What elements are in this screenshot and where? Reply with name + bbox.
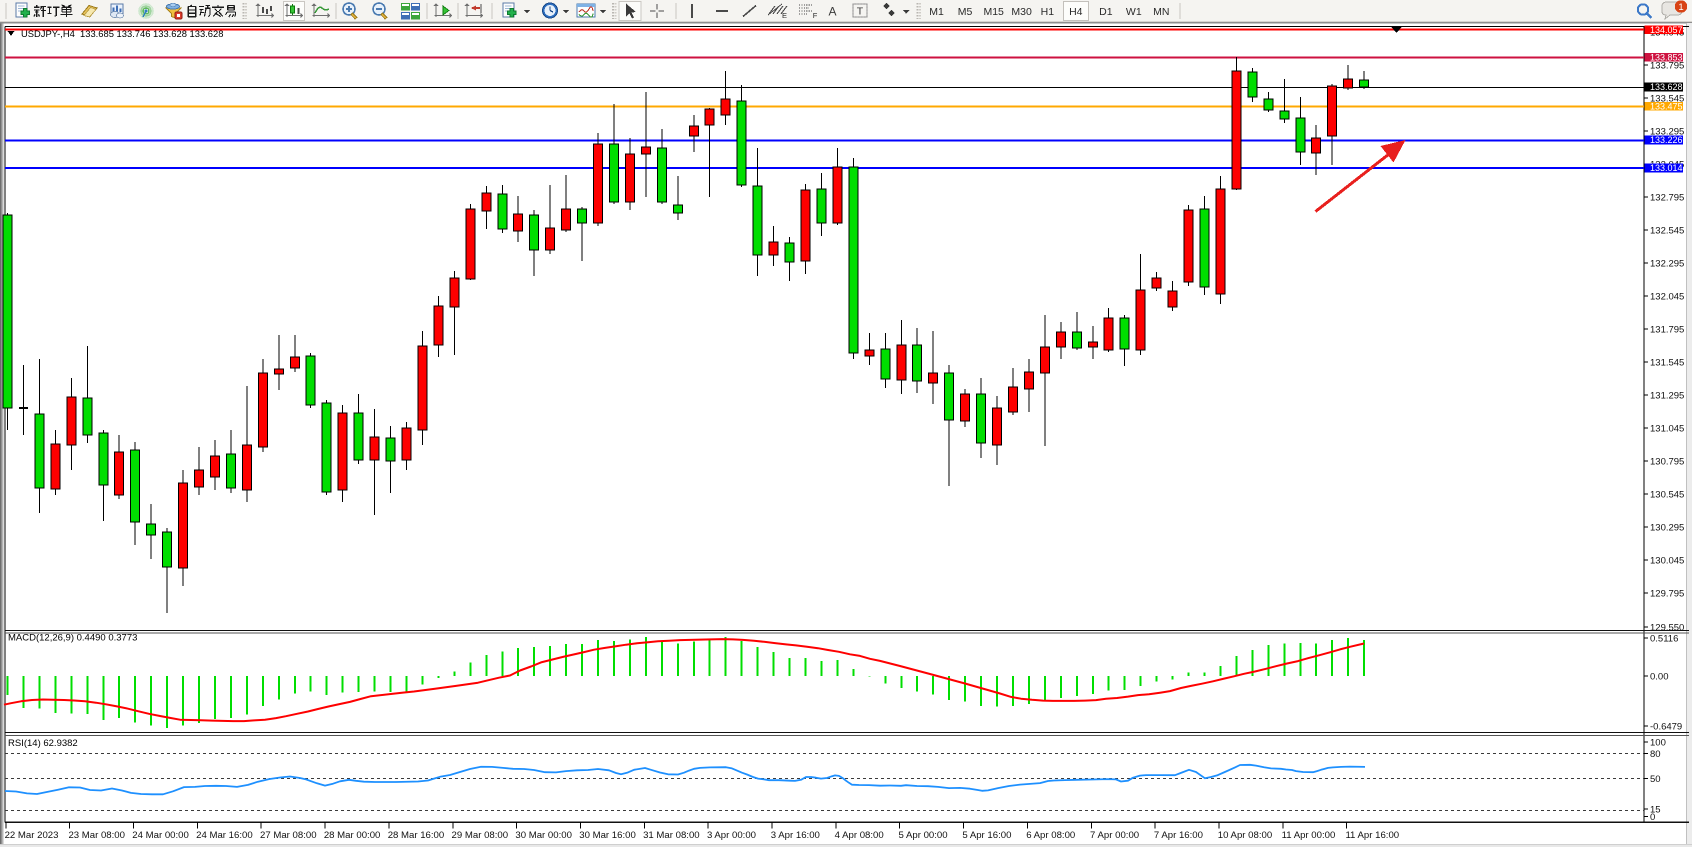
svg-text:3 Apr 00:00: 3 Apr 00:00 xyxy=(707,830,756,841)
svg-text:T: T xyxy=(857,6,864,18)
svg-text:5 Apr 00:00: 5 Apr 00:00 xyxy=(899,830,948,841)
svg-text:30 Mar 00:00: 30 Mar 00:00 xyxy=(515,830,572,841)
svg-text:1: 1 xyxy=(1678,2,1683,13)
svg-text:MACD(12,26,9) 0.4490 0.3773: MACD(12,26,9) 0.4490 0.3773 xyxy=(8,633,137,644)
svg-text:0: 0 xyxy=(1650,812,1655,823)
svg-text:132.045: 132.045 xyxy=(1650,291,1684,302)
svg-text:F: F xyxy=(813,11,818,20)
svg-text:29 Mar 08:00: 29 Mar 08:00 xyxy=(452,830,509,841)
svg-text:131.045: 131.045 xyxy=(1650,423,1684,434)
svg-text:11 Apr 16:00: 11 Apr 16:00 xyxy=(1345,830,1399,841)
svg-text:133.014: 133.014 xyxy=(1650,163,1683,173)
svg-text:E: E xyxy=(782,11,787,20)
svg-text:129.550: 129.550 xyxy=(1650,622,1684,633)
svg-text:28 Mar 00:00: 28 Mar 00:00 xyxy=(324,830,381,841)
svg-text:133.853: 133.853 xyxy=(1650,53,1683,63)
svg-text:M15: M15 xyxy=(983,6,1004,18)
svg-text:133.295: 133.295 xyxy=(1650,126,1684,137)
svg-text:-0.6479: -0.6479 xyxy=(1650,721,1682,732)
svg-text:0.00: 0.00 xyxy=(1650,671,1669,682)
svg-text:133.475: 133.475 xyxy=(1650,102,1683,112)
svg-text:7 Apr 16:00: 7 Apr 16:00 xyxy=(1154,830,1203,841)
svg-text:134.057: 134.057 xyxy=(1650,25,1683,35)
svg-text:131.795: 131.795 xyxy=(1650,324,1684,335)
svg-text:131.295: 131.295 xyxy=(1650,390,1684,401)
svg-text:30 Mar 16:00: 30 Mar 16:00 xyxy=(579,830,636,841)
svg-text:130.295: 130.295 xyxy=(1650,522,1684,533)
svg-text:80: 80 xyxy=(1650,749,1661,760)
svg-text:10 Apr 08:00: 10 Apr 08:00 xyxy=(1218,830,1272,841)
svg-text:RSI(14) 62.9382: RSI(14) 62.9382 xyxy=(8,738,78,749)
svg-text:3 Apr 16:00: 3 Apr 16:00 xyxy=(771,830,820,841)
svg-text:22 Mar 2023: 22 Mar 2023 xyxy=(5,830,59,841)
svg-text:USDJPY-,H4 133.685 133.746 13: USDJPY-,H4 133.685 133.746 133.628 133.6… xyxy=(21,28,223,39)
svg-text:132.295: 132.295 xyxy=(1650,258,1684,269)
svg-text:H4: H4 xyxy=(1069,6,1083,18)
svg-text:D1: D1 xyxy=(1099,6,1113,18)
svg-text:133.795: 133.795 xyxy=(1650,60,1684,71)
svg-text:7 Apr 00:00: 7 Apr 00:00 xyxy=(1090,830,1139,841)
svg-text:133.226: 133.226 xyxy=(1650,135,1683,145)
svg-text:W1: W1 xyxy=(1126,6,1142,18)
svg-text:A: A xyxy=(828,5,836,19)
svg-text:M5: M5 xyxy=(958,6,973,18)
svg-text:132.545: 132.545 xyxy=(1650,225,1684,236)
svg-text:133.545: 133.545 xyxy=(1650,93,1684,104)
svg-text:0.5116: 0.5116 xyxy=(1650,633,1678,644)
svg-text:100: 100 xyxy=(1650,737,1666,748)
svg-text:23 Mar 08:00: 23 Mar 08:00 xyxy=(68,830,125,841)
svg-text:4 Apr 08:00: 4 Apr 08:00 xyxy=(835,830,884,841)
svg-text:MN: MN xyxy=(1153,6,1169,18)
svg-text:24 Mar 00:00: 24 Mar 00:00 xyxy=(132,830,189,841)
svg-text:131.545: 131.545 xyxy=(1650,357,1684,368)
svg-text:24 Mar 16:00: 24 Mar 16:00 xyxy=(196,830,253,841)
svg-text:130.795: 130.795 xyxy=(1650,456,1684,467)
svg-text:15: 15 xyxy=(1650,804,1661,815)
svg-text:11 Apr 00:00: 11 Apr 00:00 xyxy=(1282,830,1336,841)
svg-text:31 Mar 08:00: 31 Mar 08:00 xyxy=(643,830,700,841)
svg-text:133.628: 133.628 xyxy=(1650,82,1683,92)
svg-text:28 Mar 16:00: 28 Mar 16:00 xyxy=(388,830,445,841)
svg-text:5 Apr 16:00: 5 Apr 16:00 xyxy=(962,830,1011,841)
svg-text:130.045: 130.045 xyxy=(1650,555,1684,566)
svg-text:129.795: 129.795 xyxy=(1650,588,1684,599)
svg-text:6 Apr 08:00: 6 Apr 08:00 xyxy=(1026,830,1075,841)
svg-text:H1: H1 xyxy=(1041,6,1055,18)
svg-text:M30: M30 xyxy=(1011,6,1032,18)
svg-text:50: 50 xyxy=(1650,774,1661,785)
svg-text:27 Mar 08:00: 27 Mar 08:00 xyxy=(260,830,317,841)
svg-text:130.545: 130.545 xyxy=(1650,489,1684,500)
svg-text:M1: M1 xyxy=(929,6,944,18)
svg-text:132.795: 132.795 xyxy=(1650,192,1684,203)
